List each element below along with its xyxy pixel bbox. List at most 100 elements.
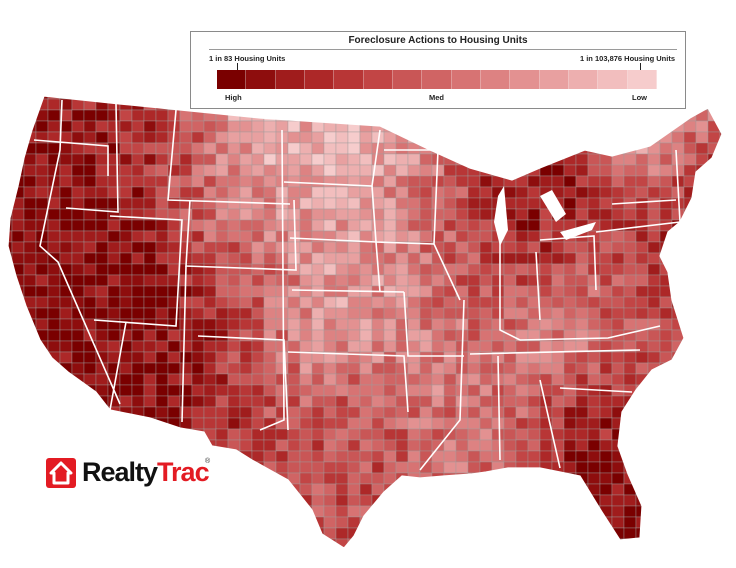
county-tile [179,131,193,144]
county-tile [503,384,517,397]
county-tile [143,439,157,452]
county-tile [419,417,433,430]
county-tile [551,494,565,507]
county-tile [252,550,264,561]
county-tile [408,550,420,561]
county-tile [407,373,421,386]
county-tile [311,307,325,320]
county-tile [407,351,421,364]
county-tile [443,461,457,474]
county-tile [503,505,517,518]
state-border-line [403,291,464,357]
county-tile [371,461,385,474]
county-tile [551,263,565,276]
county-tile [108,550,120,561]
county-tile [251,208,265,221]
county-tile [359,329,373,342]
county-tile [455,197,469,210]
county-tile [119,230,133,243]
county-tile [251,406,265,419]
county-tile [587,175,601,188]
county-tile [563,109,577,122]
county-tile [323,483,337,496]
county-tile [551,340,565,353]
county-tile [335,208,349,221]
county-tile [155,241,169,254]
county-tile [671,274,685,287]
county-tile [287,516,301,529]
county-tile [71,527,85,540]
county-tile [251,505,265,518]
county-tile [419,208,433,221]
county-tile [167,318,181,331]
county-tile [239,263,253,276]
county-tile [239,318,253,331]
county-tile [503,307,517,320]
county-tile [287,494,301,507]
county-tile [311,450,325,463]
county-tile [287,340,301,353]
county-tile [383,373,397,386]
county-tile [371,186,385,199]
county-tile [347,439,361,452]
county-tile [659,164,673,177]
county-tile [527,395,541,408]
county-tile [719,263,722,276]
county-tile [251,538,265,548]
county-tile [575,318,589,331]
county-tile [59,208,73,221]
county-tile [467,285,481,298]
registered-mark: ® [205,458,211,465]
county-tile [383,439,397,452]
county-tile [71,274,85,287]
county-tile [347,395,361,408]
county-tile [407,461,421,474]
county-tile [575,197,589,210]
county-tile [323,417,337,430]
county-tile [215,120,229,133]
county-tile [203,120,217,133]
county-tile [707,263,721,276]
county-tile [503,241,517,254]
county-tile [455,439,469,452]
county-tile [671,131,685,144]
county-tile [8,153,13,166]
county-tile [191,516,205,529]
county-tile [179,186,193,199]
county-tile [587,395,601,408]
county-tile [359,164,373,177]
county-tile [59,197,73,210]
county-tile [323,142,337,155]
county-tile [275,538,289,548]
county-tile [443,373,457,386]
county-tile [323,131,337,144]
county-tile [467,109,481,122]
county-tile [551,362,565,375]
county-tile [23,197,37,210]
county-tile [155,340,169,353]
county-tile [551,318,565,331]
county-tile [467,384,481,397]
county-tile [467,219,481,232]
county-tile [299,428,313,441]
county-tile [311,219,325,232]
county-tile [8,340,13,353]
county-tile [155,197,169,210]
county-tile [119,439,133,452]
county-tile [47,285,61,298]
county-tile [131,274,145,287]
county-tile [443,219,457,232]
county-tile [683,527,697,540]
legend-label-high: High [225,93,242,102]
county-tile [623,175,637,188]
county-tile [563,131,577,144]
county-tile [407,263,421,276]
county-tile [491,153,505,166]
county-tile [287,417,301,430]
county-tile [371,428,385,441]
county-tile [707,384,721,397]
county-tile [635,450,649,463]
county-tile [467,197,481,210]
county-tile [8,230,13,243]
county-tile [395,296,409,309]
